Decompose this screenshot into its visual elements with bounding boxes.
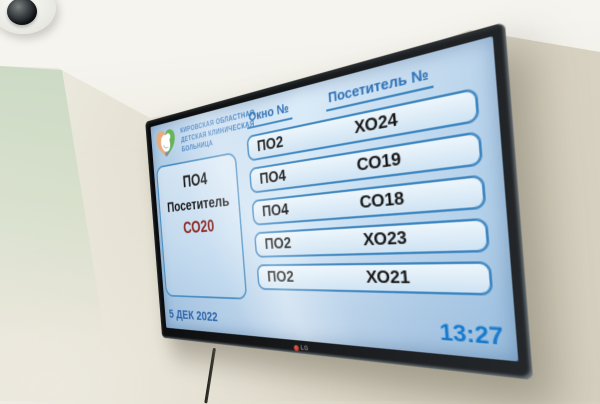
queue-window-number: ПО2 xyxy=(266,268,295,286)
current-call-panel: ПО4 Посетитель СО20 xyxy=(155,151,248,300)
hospital-logo-icon xyxy=(155,127,177,159)
queue-visitor-number: СО18 xyxy=(359,188,405,212)
left-wall-panel xyxy=(0,66,105,338)
tv-power-cable xyxy=(204,347,216,404)
queue-window-number: ПО4 xyxy=(258,166,287,188)
lg-logo: LG xyxy=(293,344,309,352)
date-label: 5 ДЕК 2022 xyxy=(168,307,219,325)
current-visitor-label: Посетитель xyxy=(166,191,230,216)
queue-visitor-number: ХО21 xyxy=(365,267,411,288)
current-ticket-number: СО20 xyxy=(182,217,215,238)
camera-dome-lens-icon xyxy=(7,0,37,25)
lg-brand-text: LG xyxy=(300,345,309,352)
current-window-number: ПО4 xyxy=(182,169,208,192)
queue-window-number: ПО4 xyxy=(261,200,290,220)
lg-logo-dot-icon xyxy=(293,344,300,351)
queue-window-number: ПО2 xyxy=(264,234,292,253)
queue-visitor-number: ХО23 xyxy=(362,228,408,250)
clock-label: 13:27 xyxy=(438,320,505,352)
queue-row: ПО2 ХО23 xyxy=(253,217,490,258)
queue-visitor-number: СО19 xyxy=(356,149,402,175)
queue-visitor-number: ХО24 xyxy=(353,109,399,138)
queue-row: ПО2 ХО21 xyxy=(256,261,494,296)
queue-window-number: ПО2 xyxy=(256,133,284,155)
